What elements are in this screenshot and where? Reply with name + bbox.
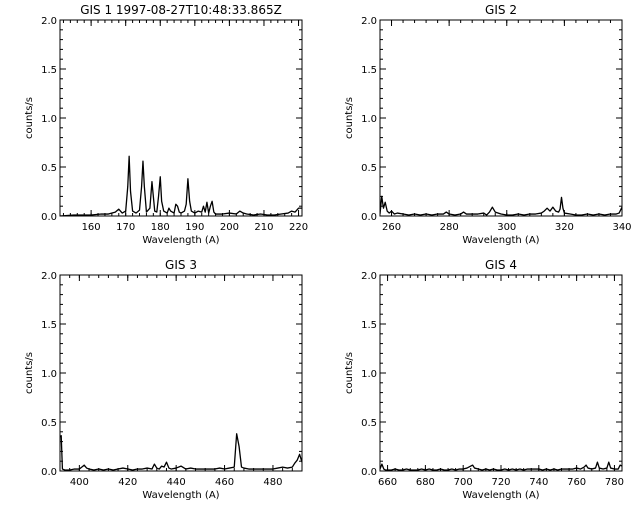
y-axis-label: counts/s	[344, 97, 355, 139]
x-tick-label: 320	[555, 222, 574, 233]
y-tick-label: 2.0	[41, 271, 57, 282]
x-tick-label: 340	[612, 222, 631, 233]
panel-title: GIS 2	[485, 3, 517, 17]
y-tick-label: 2.0	[361, 271, 377, 282]
x-tick-label: 720	[491, 477, 510, 488]
x-tick-label: 180	[151, 222, 170, 233]
spectrum-line	[60, 155, 302, 216]
y-axis-label: counts/s	[24, 352, 35, 394]
y-tick-label: 1.5	[361, 320, 377, 331]
y-axis-label: counts/s	[24, 97, 35, 139]
x-tick-label: 660	[378, 477, 397, 488]
plot-frame	[379, 274, 623, 472]
panel-gis-1: GIS 1 1997-08-27T10:48:33.865Z 0.0 0.5 1.0 1…	[24, 3, 308, 246]
spectrum-line	[380, 195, 622, 216]
plot-frame	[379, 19, 623, 217]
x-tick-label: 460	[215, 477, 234, 488]
x-axis-label: Wavelength (A)	[142, 490, 219, 501]
x-tick-label: 300	[497, 222, 516, 233]
y-tick-label: 0.0	[41, 212, 57, 223]
y-axis-label: counts/s	[344, 352, 355, 394]
panel-gis-2: GIS 2 0.0 0.5 1.0 1.5 2.0 260 280 300 320 340 Wavel…	[344, 3, 632, 246]
x-tick-label: 190	[185, 222, 204, 233]
y-tick-label: 0.5	[41, 418, 57, 429]
y-tick-label: 0.0	[41, 467, 57, 478]
x-tick-label: 680	[416, 477, 435, 488]
x-tick-label: 160	[82, 222, 101, 233]
spectrum-line	[380, 461, 622, 471]
x-tick-label: 480	[263, 477, 282, 488]
x-axis-label: Wavelength (A)	[142, 235, 219, 246]
x-tick-label: 760	[567, 477, 586, 488]
plot-frame	[59, 274, 303, 472]
spectrum-line	[60, 433, 302, 471]
y-tick-label: 0.0	[361, 467, 377, 478]
panel-gis-3: GIS 3 0.0 0.5 1.0 1.5 2.0 400 420 440 460 480 Wavel…	[24, 258, 303, 501]
x-axis-label: Wavelength (A)	[462, 490, 539, 501]
y-tick-label: 1.0	[41, 369, 57, 380]
y-tick-label: 2.0	[41, 16, 57, 27]
x-tick-label: 280	[440, 222, 459, 233]
y-tick-label: 2.0	[361, 16, 377, 27]
y-tick-label: 1.0	[41, 114, 57, 125]
x-tick-label: 170	[116, 222, 135, 233]
panel-title: GIS 4	[485, 258, 517, 272]
x-tick-label: 200	[220, 222, 239, 233]
x-tick-label: 740	[529, 477, 548, 488]
plot-frame	[59, 19, 303, 217]
y-tick-label: 1.0	[361, 114, 377, 125]
y-tick-label: 0.5	[361, 163, 377, 174]
y-tick-label: 1.0	[361, 369, 377, 380]
x-tick-label: 210	[254, 222, 273, 233]
panel-gis-4: GIS 4 0.0 0.5 1.0 1.5 2.0 660 680 700 720 740 760 78…	[344, 258, 624, 501]
x-tick-label: 220	[289, 222, 308, 233]
y-tick-label: 0.0	[361, 212, 377, 223]
y-tick-label: 1.5	[41, 65, 57, 76]
x-tick-label: 420	[118, 477, 137, 488]
y-tick-label: 1.5	[361, 65, 377, 76]
x-tick-label: 780	[605, 477, 624, 488]
x-tick-label: 440	[167, 477, 186, 488]
y-tick-label: 1.5	[41, 320, 57, 331]
y-tick-label: 0.5	[361, 418, 377, 429]
x-tick-label: 400	[70, 477, 89, 488]
panel-title: GIS 1 1997-08-27T10:48:33.865Z	[80, 3, 282, 17]
x-tick-label: 700	[454, 477, 473, 488]
x-axis-label: Wavelength (A)	[462, 235, 539, 246]
x-tick-label: 260	[382, 222, 401, 233]
y-tick-label: 0.5	[41, 163, 57, 174]
panel-title: GIS 3	[165, 258, 197, 272]
